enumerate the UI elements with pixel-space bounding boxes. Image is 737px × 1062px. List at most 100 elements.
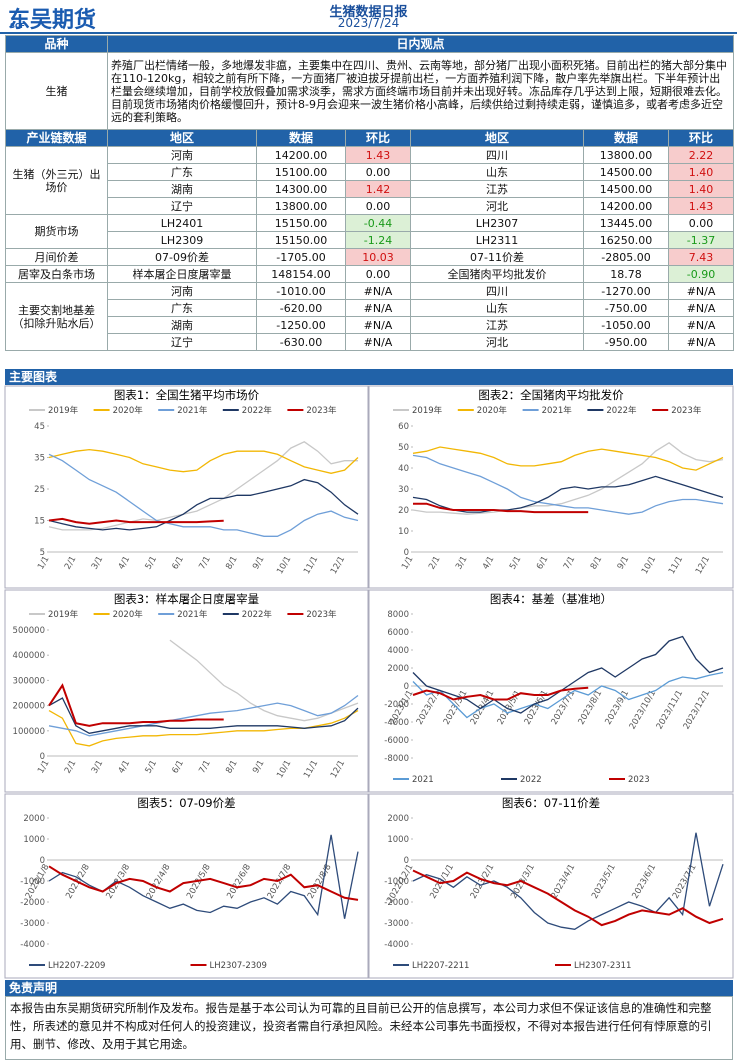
y-tick-label: 30 [398,485,409,495]
cell: 1.40 [667,163,735,181]
cell: LH2307 [410,214,584,232]
legend-label: LH2307-2311 [574,961,631,971]
cell: #N/A [345,282,411,300]
table-row: 生猪 养殖厂出栏情绪一般，多地爆发非瘟，主要集中在四川、贵州、云南等地，部分猪厂出… [5,52,735,130]
disclaimer-title: 免责声明 [5,980,733,996]
cell: -620.00 [256,299,346,317]
legend-label: 2021年 [177,609,208,620]
y-tick-label: 0 [40,752,45,762]
y-tick-label: 0 [404,682,409,692]
legend-label: 2021年 [542,405,573,416]
cell: 13445.00 [583,214,669,232]
table-row: 产业链数据 地区 数据 环比 地区 数据 环比 [5,129,735,147]
series-line [412,832,724,930]
cell: 辽宁 [107,333,257,351]
cell: -1270.00 [583,282,669,300]
cell: #N/A [667,333,735,351]
cell: 1.43 [667,197,735,215]
y-tick-label: 0 [404,856,409,866]
logo-sub: SCF [10,22,25,30]
legend-label: LH2307-2309 [210,961,267,971]
series-line [412,686,589,701]
chart-panel [4,589,369,793]
legend-label: 2023年 [306,609,337,620]
cell: 养殖厂出栏情绪一般，多地爆发非瘟，主要集中在四川、贵州、云南等地，部分猪厂出现小… [106,52,735,130]
chart-panel [368,793,734,979]
cell: 0.00 [345,265,411,283]
cell: -750.00 [583,299,669,317]
series-line [413,502,589,514]
series-line [169,639,359,722]
y-tick-label: -2000 [20,898,45,908]
cell: 河南 [107,146,257,164]
cell: 江苏 [410,316,584,334]
cell: LH2309 [107,231,257,249]
series-line [48,478,359,531]
y-tick-label: -1000 [384,877,409,887]
cell: 河南 [107,282,257,300]
cell: 14200.00 [583,197,669,215]
cell: 07-11价差 [410,248,584,266]
cell: 生猪 [5,52,108,130]
legend-label: 2020年 [113,609,144,620]
cell: LH2401 [107,214,257,232]
y-tick-label: 200000 [13,702,45,712]
legend-label: 2022 [520,775,542,785]
series-line [412,635,724,714]
cell: #N/A [345,316,411,334]
cell: -630.00 [256,333,346,351]
legend-label: 2021年 [177,405,208,416]
cell: 1.42 [345,180,411,198]
cell: 1.40 [667,180,735,198]
cell: 15150.00 [256,214,346,232]
cell: 148154.00 [256,265,346,283]
cell: 湖南 [107,180,257,198]
cell: 主要交割地基差（扣除升贴水后） [5,282,108,351]
series-line [48,517,224,525]
series-line [48,453,359,537]
cell: 品种 [5,35,108,53]
cell: 湖南 [107,316,257,334]
legend-label: LH2207-2209 [48,961,105,971]
cell: 广东 [107,163,257,181]
y-tick-label: 25 [34,485,45,495]
y-tick-label: -3000 [384,919,409,929]
cell: 0.00 [345,197,411,215]
y-tick-label: -2000 [384,700,409,710]
logo: 东吴期货 [8,8,97,33]
cell: 居宰及白条市场 [5,265,108,283]
cell: 环比 [345,129,411,147]
y-tick-label: -2000 [384,898,409,908]
legend-label: 2020年 [113,405,144,416]
y-tick-label: 10 [398,527,409,537]
chart-title: 图表3：样本屠企日度屠宰量 [114,592,259,606]
legend-label: LH2207-2211 [412,961,469,971]
y-tick-label: -4000 [20,940,45,950]
cell: -1250.00 [256,316,346,334]
cell: 13800.00 [583,146,669,164]
y-tick-label: 45 [34,422,45,432]
table-row: 期货市场 LH2401 15150.00 -0.44 LH2307 13445.00 0.0… [5,214,735,249]
cell: -1.24 [345,231,411,249]
chart-title: 图表4：基差（基准地） [490,592,612,606]
cell: 1.43 [345,146,411,164]
legend-label: 2023年 [671,405,702,416]
cell: 数据 [583,129,669,147]
table-row: 居宰及白条市场 样本屠企日度屠宰量 148154.00 0.00 全国猪肉平均批发价 18… [5,265,735,283]
y-tick-label: 1000 [23,835,45,845]
cell: 15150.00 [256,231,346,249]
disclaimer-text: 本报告由东吴期货研究所制作及发布。报告是基于本公司认为可靠的且目前已公开的信息撰… [5,996,733,1060]
cell: 江苏 [410,180,584,198]
y-tick-label: -6000 [384,736,409,746]
cell: 15100.00 [256,163,346,181]
cell: 全国猪肉平均批发价 [410,265,584,283]
cell: #N/A [345,299,411,317]
header: 东吴期货 SCF 生猪数据日报 2023/7/24 [0,0,737,34]
table-row: 辽宁 13800.00 0.00 河北 14200.00 1.43 [6,197,735,215]
y-tick-label: 400000 [13,651,45,661]
chart-title: 图表2：全国猪肉平均批发价 [478,388,624,402]
table-row: 辽宁 -630.00 #N/A 河北 -950.00 #N/A [6,333,735,351]
legend-label: 2023 [628,775,650,785]
cell: 7.43 [667,248,735,266]
